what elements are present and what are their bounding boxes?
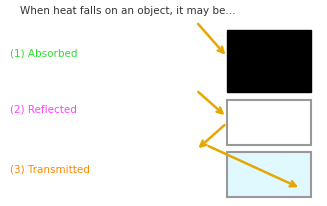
Text: (3) Transmitted: (3) Transmitted [10,164,90,174]
Bar [227,152,311,197]
Bar [227,31,311,93]
Bar [227,101,311,145]
Text: When heat falls on an object, it may be...: When heat falls on an object, it may be.… [20,6,235,16]
Text: (1) Absorbed: (1) Absorbed [10,49,77,59]
Text: (2) Reflected: (2) Reflected [10,104,77,114]
